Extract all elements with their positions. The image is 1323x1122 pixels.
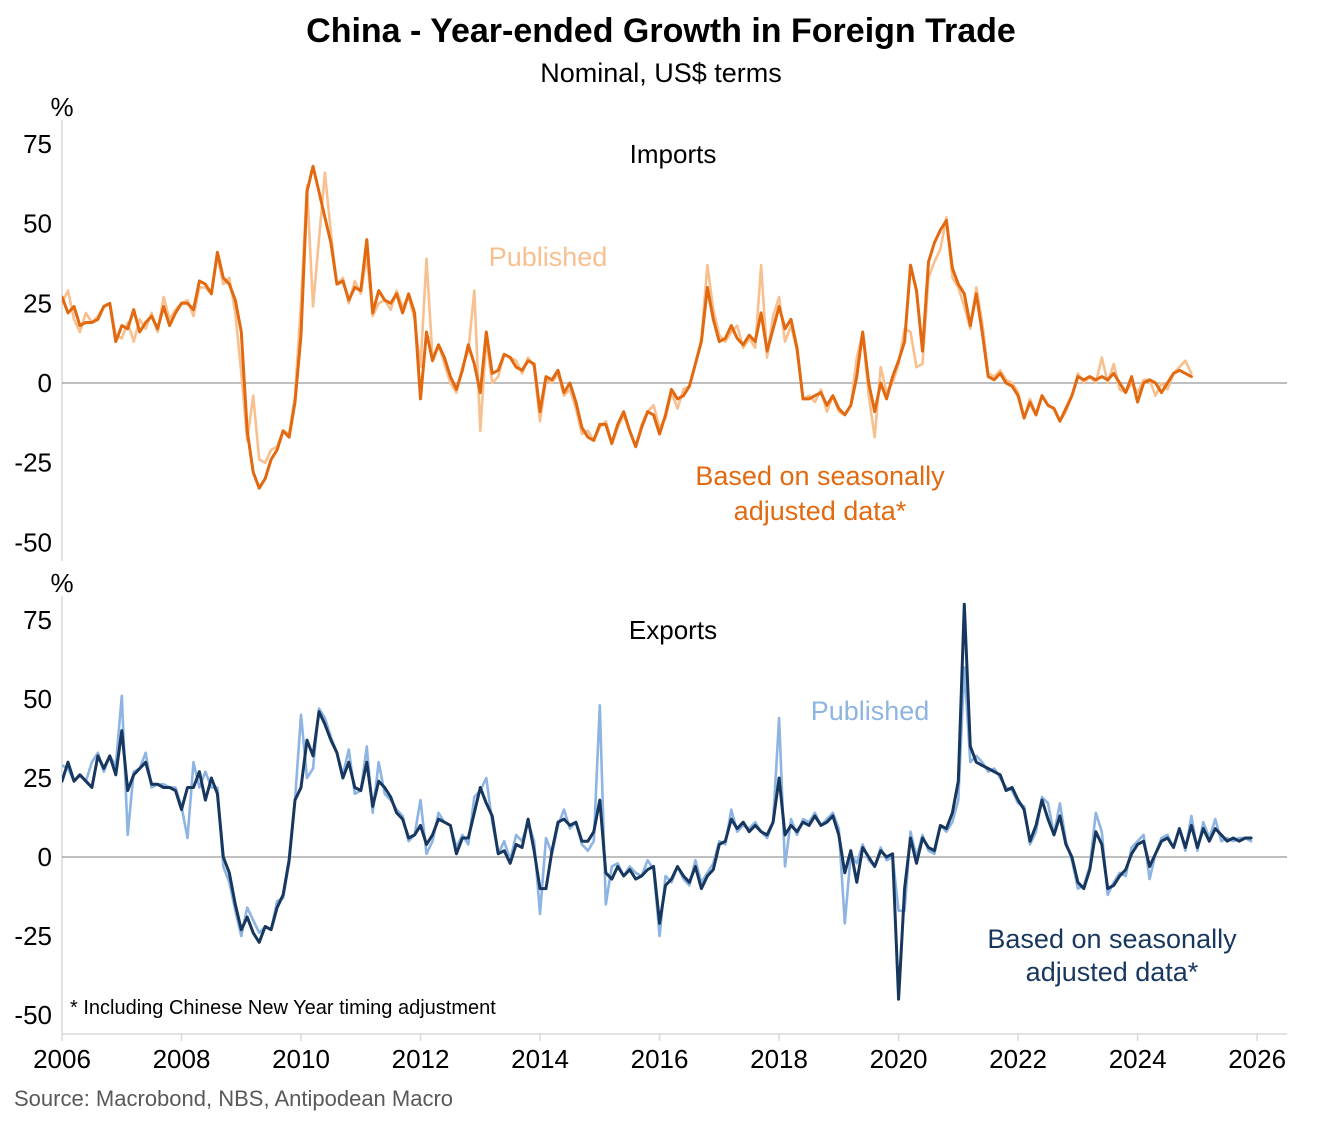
exports-y-tick-label: 25 <box>23 763 52 793</box>
x-tick-label: 2026 <box>1228 1044 1286 1074</box>
imports-published-label: Published <box>489 242 608 272</box>
x-tick-label: 2006 <box>33 1044 91 1074</box>
exports-y-unit-label: % <box>50 568 73 598</box>
x-tick-label: 2022 <box>989 1044 1047 1074</box>
imports-panel: % Imports Published Based on seasonally … <box>14 92 1287 561</box>
imports-sa-label-line1: Based on seasonally <box>695 461 945 491</box>
exports-published-label: Published <box>811 696 930 726</box>
x-tick-label: 2016 <box>631 1044 689 1074</box>
imports-y-tick-label: 50 <box>23 209 52 239</box>
x-tick-label: 2008 <box>153 1044 211 1074</box>
exports-panel-title: Exports <box>629 615 717 645</box>
exports-y-tick-label: 0 <box>38 842 52 872</box>
footnote: * Including Chinese New Year timing adju… <box>70 997 496 1019</box>
imports-y-tick-label: -50 <box>14 527 52 557</box>
x-tick-label: 2024 <box>1109 1044 1167 1074</box>
chart-title: China - Year-ended Growth in Foreign Tra… <box>306 12 1016 50</box>
imports-y-tick-label: 25 <box>23 288 52 318</box>
x-tick-label: 2010 <box>272 1044 330 1074</box>
imports-sa-label-line2: adjusted data* <box>734 496 907 526</box>
exports-sa-label-line2: adjusted data* <box>1026 957 1199 987</box>
x-tick-label: 2018 <box>750 1044 808 1074</box>
imports-y-unit-label: % <box>50 92 73 122</box>
imports-y-tick-label: 75 <box>23 129 52 159</box>
exports-panel: % Exports Published Based on seasonally … <box>14 568 1287 1034</box>
imports-sa-line <box>62 164 1193 490</box>
chart-subtitle: Nominal, US$ terms <box>540 58 782 88</box>
exports-sa-line <box>62 602 1253 1001</box>
imports-y-tick-label: -25 <box>14 448 52 478</box>
exports-sa-label-line1: Based on seasonally <box>987 924 1237 954</box>
exports-y-tick-label: -25 <box>14 921 52 951</box>
x-tick-label: 2014 <box>511 1044 569 1074</box>
exports-y-tick-label: 75 <box>23 605 52 635</box>
imports-y-tick-label: 0 <box>38 368 52 398</box>
source-note: Source: Macrobond, NBS, Antipodean Macro <box>14 1086 453 1111</box>
x-tick-label: 2020 <box>870 1044 928 1074</box>
x-axis: 2006 2008 2010 2012 2014 2016 2018 2020 2022 2024… <box>33 1033 1287 1074</box>
x-tick-label: 2012 <box>392 1044 450 1074</box>
exports-y-tick-label: -50 <box>14 1000 52 1030</box>
imports-panel-title: Imports <box>630 139 717 169</box>
exports-y-tick-label: 50 <box>23 684 52 714</box>
